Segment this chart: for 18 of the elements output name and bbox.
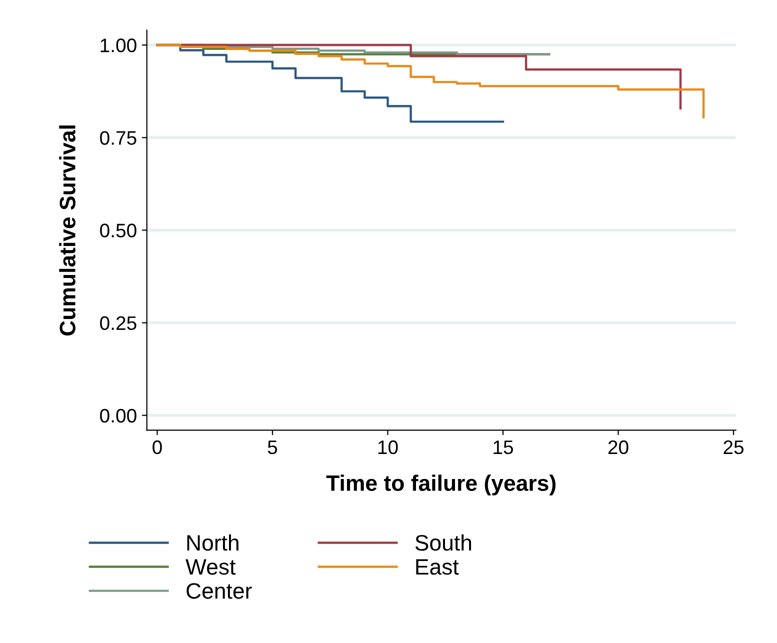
legend-label: Center [186,583,252,599]
x-axis-title: Time to failure (years) [326,474,556,496]
legend-label: West [186,559,236,575]
x-tick-label: 20 [608,440,628,454]
x-tick-label: 5 [268,440,278,454]
y-tick-label: 0.75 [100,131,136,145]
y-tick-label: 0.25 [100,316,136,330]
y-tick-label: 0.00 [100,408,136,423]
y-axis-title: Cumulative Survival [59,126,76,336]
x-tick-label: 15 [494,440,513,454]
x-tick-label: 25 [724,440,744,454]
legend-label: East [416,559,459,575]
x-tick-label: 0 [152,440,162,454]
y-tick-label: 1.00 [100,38,136,52]
legend-label: North [187,534,238,551]
y-tick-label: 0.50 [100,224,136,238]
legend-label: South [415,534,472,551]
x-tick-label: 10 [378,440,398,454]
